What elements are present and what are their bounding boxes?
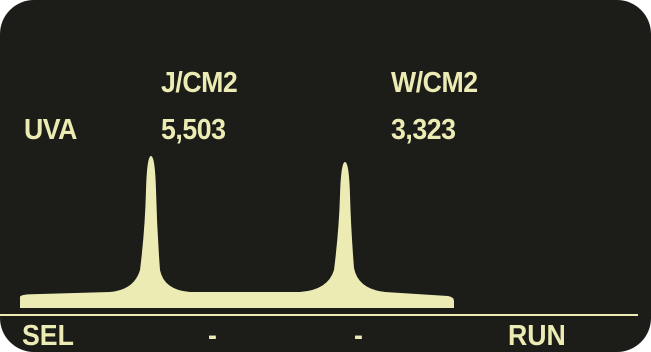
softkey-3[interactable]: - <box>354 320 363 352</box>
softkey-2[interactable]: - <box>208 320 217 352</box>
softkey-sel[interactable]: SEL <box>22 320 74 352</box>
softkey-divider <box>0 314 638 316</box>
spectrum-trace <box>20 156 454 308</box>
energy-unit-header: J/CM2 <box>161 67 238 99</box>
irradiance-value: 3,323 <box>391 114 456 146</box>
channel-label: UVA <box>24 114 77 146</box>
softkey-run[interactable]: RUN <box>508 320 566 352</box>
energy-value: 5,503 <box>161 114 226 146</box>
irradiance-unit-header: W/CM2 <box>391 67 478 99</box>
